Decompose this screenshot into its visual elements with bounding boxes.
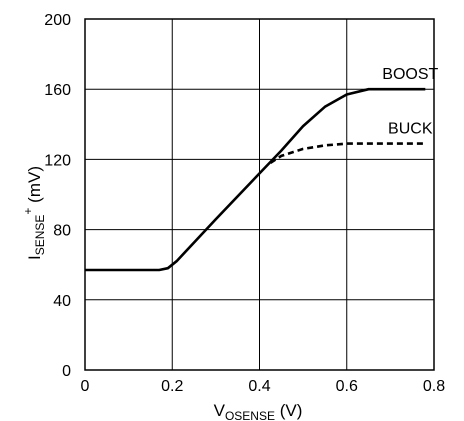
x-axis-title-unit: (V) xyxy=(275,401,302,420)
series-line-boost xyxy=(85,87,426,272)
x-tick-label: 0.2 xyxy=(161,378,183,395)
y-axis-title: ISENSE+ (mV) xyxy=(21,166,47,260)
y-tick-label: 120 xyxy=(44,152,71,169)
y-tick-label: 0 xyxy=(62,363,71,380)
y-axis-title-sub: SENSE xyxy=(33,215,47,256)
series-label-buck: BUCK xyxy=(388,121,433,138)
y-tick-label: 80 xyxy=(53,223,71,240)
y-tick-label: 40 xyxy=(53,293,71,310)
x-axis-title: VOSENSE (V) xyxy=(214,401,303,421)
x-tick-label: 0 xyxy=(81,378,90,395)
x-tick-labels: 0 0.2 0.4 0.6 0.8 xyxy=(81,378,446,395)
y-tick-label: 200 xyxy=(44,12,71,29)
x-tick-label: 0.8 xyxy=(423,378,445,395)
y-axis-title-main: I xyxy=(25,255,44,260)
x-tick-label: 0.6 xyxy=(336,378,358,395)
x-axis-title-sub: OSENSE xyxy=(225,409,275,421)
plot-frame xyxy=(84,18,435,371)
y-axis-title-sup: + xyxy=(21,208,35,215)
x-axis-title-main: V xyxy=(214,401,226,420)
series-labels: BOOST BUCK xyxy=(382,66,438,137)
x-tick-label: 0.4 xyxy=(248,378,270,395)
series-lines xyxy=(85,87,426,272)
series-line-buck xyxy=(269,142,426,164)
y-axis-title-unit: (mV) xyxy=(25,166,44,208)
y-tick-labels: 0 40 80 120 160 200 xyxy=(44,12,71,380)
y-tick-label: 160 xyxy=(44,82,71,99)
series-label-boost: BOOST xyxy=(382,66,438,83)
